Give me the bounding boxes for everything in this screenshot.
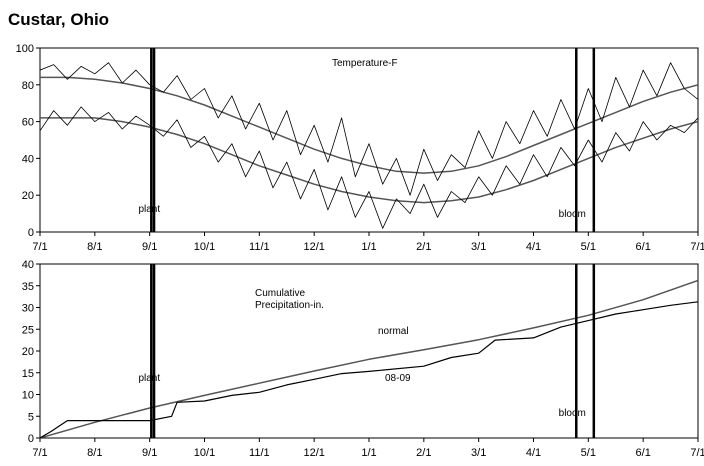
y-tick-label: 0 — [28, 433, 34, 445]
y-tick-label: 35 — [22, 281, 34, 293]
series-line-1 — [40, 279, 698, 438]
chart-title: Precipitation-in. — [255, 300, 324, 311]
x-tick-label: 5/1 — [581, 447, 596, 459]
chart-title: Cumulative — [255, 288, 305, 299]
chart-1: 0 20 40 60 80 100 7/1 8/1 9/1 10/1 11/1 12/1 1/1 2/1 3… — [16, 43, 704, 253]
chart-2: 0 5 10 15 20 25 30 35 40 7/1 8/1 9/1 10/1 11/1 12/1 1/1… — [22, 259, 704, 459]
x-tick-label: 9/1 — [142, 241, 157, 253]
x-tick-label: 1/1 — [361, 447, 376, 459]
series-label: normal — [378, 326, 409, 337]
x-tick-label: 8/1 — [87, 447, 102, 459]
series-line-2 — [40, 117, 698, 204]
x-tick-label: 9/1 — [142, 447, 157, 459]
series-label: 08-09 — [385, 373, 411, 384]
y-tick-label: 40 — [22, 259, 34, 271]
y-tick-label: 10 — [22, 390, 34, 402]
x-tick-label: 5/1 — [581, 241, 596, 253]
x-tick-label: 2/1 — [416, 447, 431, 459]
x-tick-label: 7/1 — [690, 447, 704, 459]
y-tick-label: 5 — [28, 411, 34, 423]
x-tick-label: 12/1 — [303, 447, 324, 459]
y-tick-label: 80 — [22, 80, 34, 92]
x-tick-label: 3/1 — [471, 241, 486, 253]
x-tick-label: 2/1 — [416, 241, 431, 253]
x-tick-label: 3/1 — [471, 447, 486, 459]
plant-label: plant — [138, 373, 160, 384]
x-tick-label: 11/1 — [249, 447, 270, 459]
y-tick-label: 40 — [22, 153, 34, 165]
series-line-4 — [40, 106, 698, 229]
y-tick-label: 15 — [22, 368, 34, 380]
x-tick-label: 7/1 — [32, 241, 47, 253]
plant-label: plant — [138, 204, 160, 215]
series-line-1 — [40, 76, 698, 174]
series-line-3 — [40, 62, 698, 196]
x-tick-label: 6/1 — [636, 241, 651, 253]
x-tick-label: 8/1 — [87, 241, 102, 253]
page-title: Custar, Ohio — [8, 10, 110, 29]
y-tick-label: 25 — [22, 324, 34, 336]
x-tick-label: 7/1 — [32, 447, 47, 459]
y-tick-label: 20 — [22, 190, 34, 202]
x-tick-label: 4/1 — [526, 447, 541, 459]
x-tick-label: 7/1 — [690, 241, 704, 253]
x-tick-label: 10/1 — [194, 241, 215, 253]
series-line-2 — [40, 301, 698, 438]
chart-title: Temperature-F — [332, 58, 398, 69]
y-tick-label: 60 — [22, 117, 34, 129]
plot-frame — [39, 263, 699, 439]
y-tick-label: 20 — [22, 346, 34, 358]
x-tick-label: 6/1 — [636, 447, 651, 459]
x-tick-label: 12/1 — [303, 241, 324, 253]
x-tick-label: 11/1 — [249, 241, 270, 253]
x-tick-label: 10/1 — [194, 447, 215, 459]
y-tick-label: 100 — [16, 43, 34, 55]
x-tick-label: 1/1 — [361, 241, 376, 253]
y-tick-label: 0 — [28, 227, 34, 239]
x-tick-label: 4/1 — [526, 241, 541, 253]
y-tick-label: 30 — [22, 303, 34, 315]
bloom-label: bloom — [559, 209, 586, 220]
bloom-label: bloom — [559, 408, 586, 419]
